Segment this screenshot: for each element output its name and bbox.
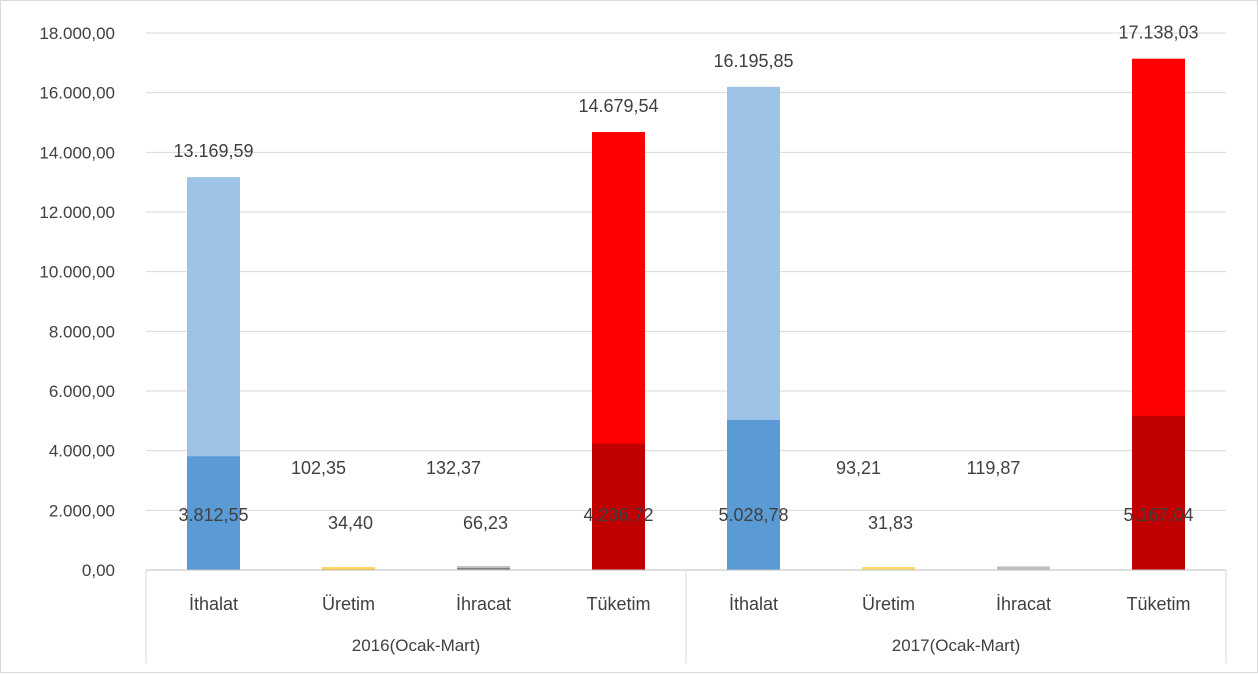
y-tick-label: 2.000,00 [49, 501, 115, 520]
x-category-label: İthalat [189, 594, 238, 614]
bar-lower [1132, 415, 1185, 570]
x-axis: 2016(Ocak-Mart) İthalat Üretim İhracat Tüket… [145, 569, 1227, 663]
y-tick-label: 0,00 [82, 561, 115, 580]
data-label-total: 93,21 [836, 458, 881, 478]
data-label-lower: 5.028,78 [718, 505, 788, 525]
y-tick-label: 12.000,00 [39, 203, 115, 222]
data-label-total: 102,35 [291, 458, 346, 478]
x-group-label: 2016(Ocak-Mart) [352, 636, 480, 655]
x-category-label: Tüketim [586, 594, 650, 614]
bar-lower [322, 568, 375, 570]
y-tick-label: 8.000,00 [49, 322, 115, 341]
bar-total [322, 566, 375, 570]
y-tick-label: 14.000,00 [39, 143, 115, 162]
data-label-total: 17.138,03 [1118, 23, 1198, 43]
data-label-total: 14.679,54 [578, 96, 658, 116]
data-label-lower: 3.812,55 [178, 505, 248, 525]
x-category-label: Üretim [322, 594, 375, 614]
data-label-total: 16.195,85 [713, 51, 793, 71]
data-label-lower: 4.236,72 [583, 505, 653, 525]
bar-total [862, 567, 915, 570]
gridlines [146, 32, 1226, 511]
data-label-lower: 31,83 [868, 513, 913, 533]
x-category-label: İhracat [456, 594, 511, 614]
y-tick-label: 16.000,00 [39, 84, 115, 103]
data-label-total: 132,37 [426, 458, 481, 478]
bar-lower [727, 419, 780, 570]
bar-total [997, 566, 1050, 570]
bar-lower [592, 443, 645, 570]
bar-lower [457, 568, 510, 570]
data-label-total: 13.169,59 [173, 141, 253, 161]
data-label-lower: 5.167,04 [1123, 505, 1193, 525]
y-tick-label: 18.000,00 [39, 24, 115, 43]
y-axis: 0,00 2.000,00 4.000,00 6.000,00 8.000,00 10.0… [39, 24, 115, 580]
x-group-label: 2017(Ocak-Mart) [892, 636, 1020, 655]
y-tick-label: 4.000,00 [49, 442, 115, 461]
data-label-lower: 34,40 [328, 513, 373, 533]
y-tick-label: 10.000,00 [39, 263, 115, 282]
data-label-lower: 66,23 [463, 513, 508, 533]
bars [187, 58, 1185, 571]
x-category-label: İthalat [729, 594, 778, 614]
data-label-total: 119,87 [967, 458, 1021, 478]
y-tick-label: 6.000,00 [49, 382, 115, 401]
data-labels: 13.169,59 3.812,55 102,35 34,40 132,37 66,23 1… [173, 23, 1198, 533]
x-category-label: Üretim [862, 594, 915, 614]
x-category-label: İhracat [996, 594, 1051, 614]
bar-lower [187, 456, 240, 570]
x-category-label: Tüketim [1126, 594, 1190, 614]
